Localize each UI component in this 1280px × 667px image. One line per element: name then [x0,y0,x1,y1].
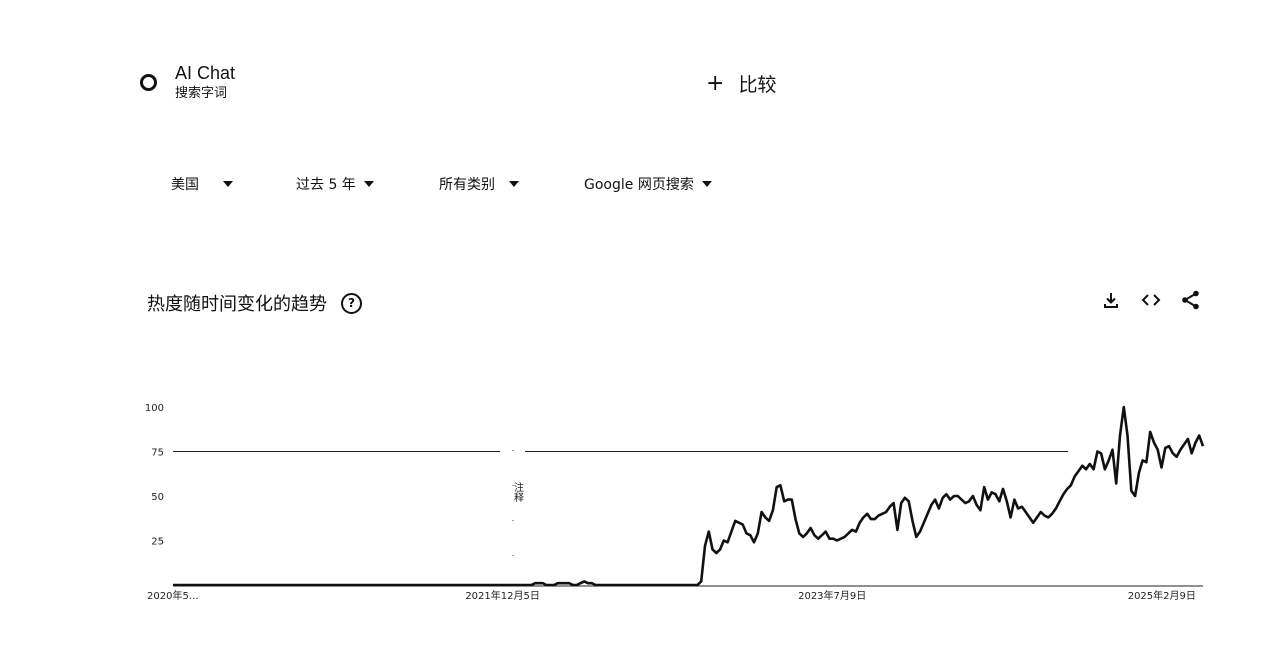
series [173,405,1205,587]
x-axis: 2020年5… 2021年12月5日 2023年7月9日 2025年2月9日 [147,589,1196,602]
category-filter[interactable]: 所有类别 [439,174,519,194]
series-line [173,405,1205,587]
annotation-label[interactable]: 注释 [512,481,524,503]
region-filter-label: 美国 [171,177,199,193]
region-filter[interactable]: 美国 [171,174,233,194]
section-title: 热度随时间变化的趋势 [147,294,327,315]
time-range-filter[interactable]: 过去 5 年 [296,174,374,194]
x-tick-label: 2025年2月9日 [1128,589,1196,602]
section-title-row: 热度随时间变化的趋势 ? [147,290,362,316]
plus-icon: + [706,70,725,96]
search-term-name[interactable]: AI Chat [175,63,236,83]
question-circle-icon[interactable]: ? [341,292,362,314]
y-tick-label: 100 [145,403,164,414]
search-term[interactable]: AI Chat 搜索字词 [140,62,235,103]
series-color-icon [140,74,157,91]
download-icon[interactable] [1100,289,1122,311]
category-filter-label: 所有类别 [439,177,495,193]
y-tick-label: 50 [151,492,164,503]
share-icon[interactable] [1180,289,1202,311]
y-axis: 100 75 50 25 [145,403,164,548]
x-tick-label: 2023年7月9日 [798,589,866,602]
annotation-layer: 注释 [512,450,524,585]
chart-actions [1100,289,1202,311]
search-type-filter-label: Google 网页搜索 [584,177,694,193]
x-tick-label: 2021年12月5日 [465,589,540,602]
embed-code-icon[interactable] [1140,289,1162,311]
search-term-type: 搜索字词 [175,86,228,101]
time-range-filter-label: 过去 5 年 [296,177,356,193]
y-tick-label: 75 [151,448,164,459]
chevron-down-icon [223,181,233,187]
y-tick-label: 25 [151,537,164,548]
compare-label: 比较 [738,74,777,96]
chevron-down-icon [509,181,519,187]
search-type-filter[interactable]: Google 网页搜索 [584,174,712,194]
x-tick-label: 2020年5… [147,589,199,602]
chevron-down-icon [701,181,712,187]
compare-button[interactable]: + 比较 [706,70,776,97]
chevron-down-icon [363,181,374,187]
